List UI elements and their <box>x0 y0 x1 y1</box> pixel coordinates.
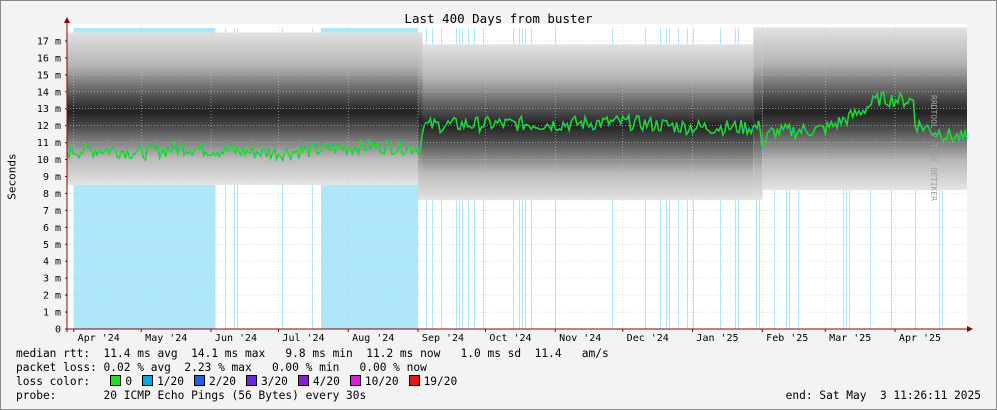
x-tick-label: Jul '24 <box>282 333 324 344</box>
x-tick-label: Dec '24 <box>627 333 669 344</box>
x-tick-label: Jun '24 <box>215 333 257 344</box>
smoke-band <box>418 32 423 201</box>
loss-color-value: 3/20 <box>260 375 288 388</box>
y-tick-label: 10 m <box>37 155 61 166</box>
y-axis-arrow <box>64 17 70 23</box>
loss-color-swatch <box>297 375 309 386</box>
y-tick-label: 1 m <box>43 308 61 319</box>
y-axis-label: Seconds <box>5 153 19 200</box>
y-tick-label: 11 m <box>37 138 61 149</box>
y-tick-label: 15 m <box>37 70 61 81</box>
loss-color-value: 2/20 <box>209 375 236 388</box>
y-tick-label: 16 m <box>37 53 61 64</box>
y-tick-label: 2 m <box>43 291 61 302</box>
x-tick-label: Nov '24 <box>559 333 601 344</box>
y-tick-label: 7 m <box>43 206 61 217</box>
y-tick-label: 17 m <box>37 36 61 47</box>
vendor-watermark: RRDTOOL / TOBI OETIKER <box>929 95 938 201</box>
chart-title: Last 400 Days from buster <box>404 11 593 26</box>
packet-loss-line: packet loss: 0.02 % avg 2.23 % max 0.00 … <box>16 361 427 374</box>
loss-color-item: 2/20 <box>194 375 236 388</box>
y-tick-label: 12 m <box>37 121 61 132</box>
x-tick-label: Aug '24 <box>352 333 394 344</box>
loss-color-label: loss color: <box>16 375 91 388</box>
x-tick-label: Apr '24 <box>78 333 120 344</box>
loss-color-value: 0 <box>125 375 133 388</box>
loss-color-legend: loss color: 0 1/20 2/20 3/20 4/20 10/20 19/20 <box>16 375 467 389</box>
y-tick-label: 13 m <box>37 104 61 115</box>
y-tick-label: 6 m <box>43 223 61 234</box>
loss-color-item: 19/20 <box>408 375 458 388</box>
loss-color-item: 0 <box>110 375 132 388</box>
x-tick-label: Mar '25 <box>829 333 871 344</box>
y-tick-label: 14 m <box>37 87 61 98</box>
x-tick-label: Feb '25 <box>766 333 808 344</box>
loss-color-swatch <box>245 375 257 386</box>
y-tick-label: 3 m <box>43 274 61 285</box>
loss-color-value: 19/20 <box>423 375 458 388</box>
y-tick-label: 0 <box>55 325 61 336</box>
y-tick-label: 8 m <box>43 189 61 200</box>
x-tick-label: Oct '24 <box>489 333 531 344</box>
x-tick-label: May '24 <box>145 333 187 344</box>
loss-color-item: 4/20 <box>297 375 340 388</box>
loss-color-item: 1/20 <box>142 375 184 388</box>
loss-color-value: 4/20 <box>312 375 340 388</box>
x-tick-label: Apr '25 <box>899 333 941 344</box>
smoke-band <box>753 27 763 201</box>
end-time: end: Sat May 3 11:26:11 2025 <box>785 389 981 402</box>
smoke-band <box>422 44 754 201</box>
median-rtt-line: median rtt: 11.4 ms avg 14.1 ms max 9.8 … <box>16 347 609 360</box>
loss-color-swatch <box>408 375 420 386</box>
loss-color-swatch <box>194 375 206 386</box>
loss-color-item: 10/20 <box>349 375 399 388</box>
probe-line: probe: 20 ICMP Echo Pings (56 Bytes) eve… <box>16 389 367 402</box>
smoke-band <box>67 32 418 185</box>
median-line-blue <box>66 90 968 162</box>
loss-color-value: 1/20 <box>157 375 185 388</box>
y-tick-label: 9 m <box>43 172 61 183</box>
loss-color-value: 10/20 <box>364 375 399 388</box>
loss-color-swatch <box>110 375 122 386</box>
x-tick-label: Sep '24 <box>422 333 464 344</box>
y-tick-label: 4 m <box>43 257 61 268</box>
loss-color-items: 0 1/20 2/20 3/20 4/20 10/20 19/20 <box>110 375 467 388</box>
x-tick-label: Jan '25 <box>696 333 738 344</box>
y-tick-label: 5 m <box>43 240 61 251</box>
loss-color-swatch <box>349 375 361 386</box>
x-axis-arrow <box>967 326 973 332</box>
loss-color-item: 3/20 <box>245 375 288 388</box>
loss-color-swatch <box>142 375 154 386</box>
